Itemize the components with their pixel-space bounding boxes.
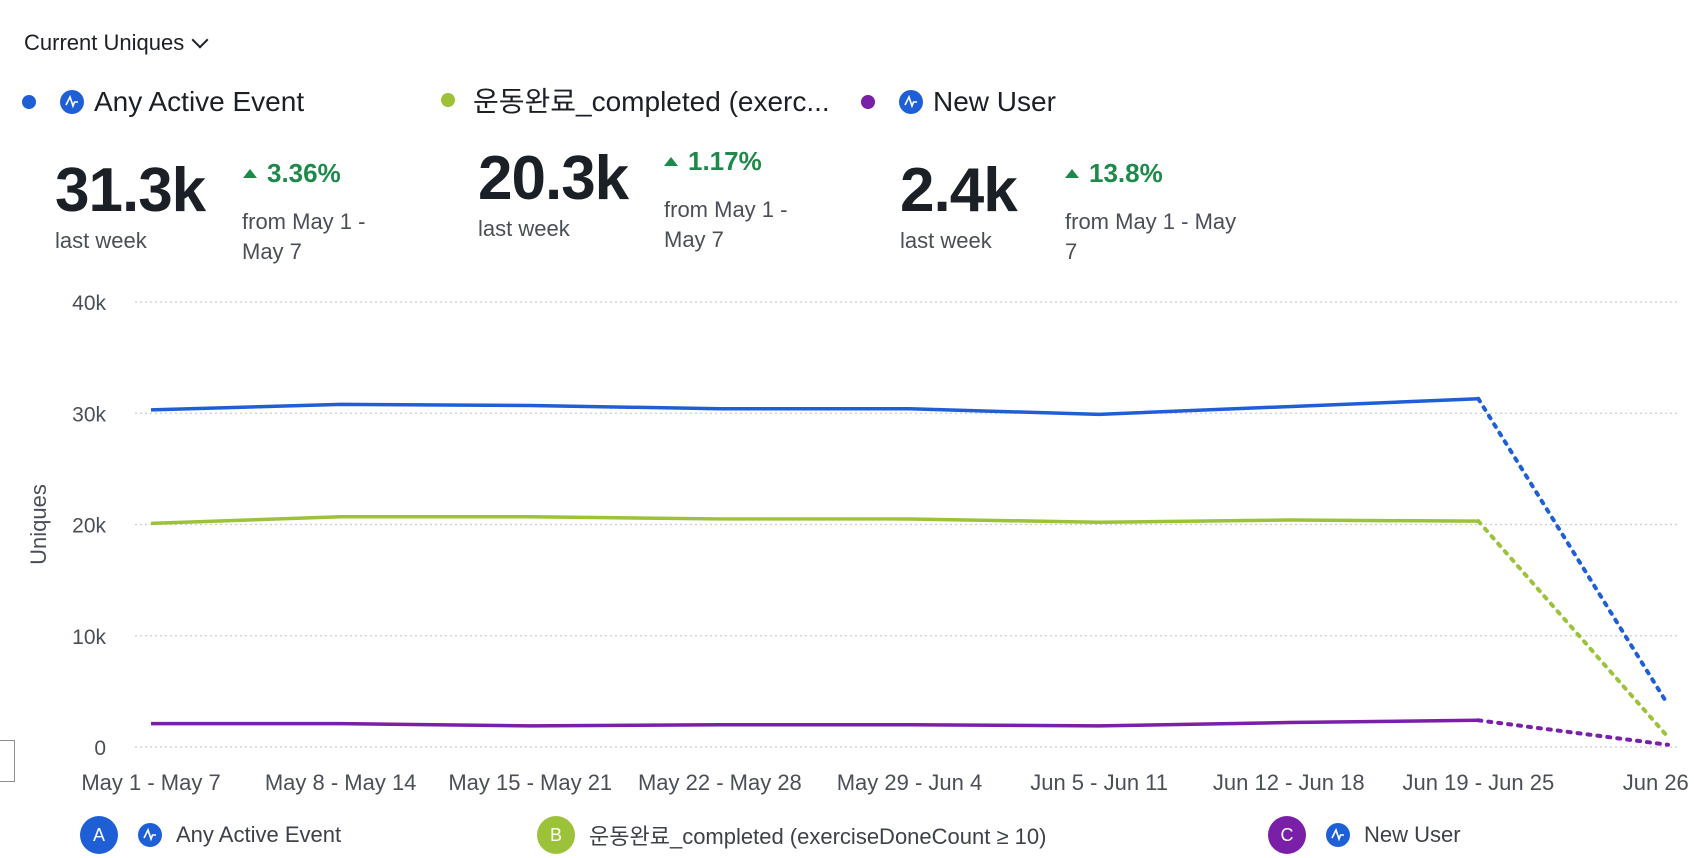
- legend-bottom-label: Any Active Event: [176, 822, 342, 847]
- delta-value: 1.17%: [688, 146, 762, 176]
- stat-delta-b: 1.17%: [664, 146, 762, 177]
- up-arrow-icon: [664, 157, 678, 166]
- series-line-incomplete: [1476, 519, 1670, 739]
- stat-value: 31.3k: [55, 156, 206, 225]
- stat-period: last week: [478, 216, 570, 241]
- series-line-incomplete: [1476, 396, 1670, 707]
- from-line-2: May 7: [664, 227, 724, 252]
- x-tick-label: Jun 12 - Jun 18: [1213, 770, 1365, 795]
- legend-top-series-c[interactable]: New User: [861, 86, 1056, 118]
- x-tick-label: Jun 26 ...: [1623, 770, 1694, 795]
- series-letter-badge: C: [1268, 816, 1306, 854]
- series-dot: [22, 95, 36, 109]
- y-tick-label: 10k: [72, 626, 106, 649]
- amplitude-icon: [1326, 823, 1350, 847]
- legend-bottom-series-c[interactable]: C New User: [1268, 816, 1461, 854]
- x-tick-label: May 29 - Jun 4: [837, 770, 983, 795]
- x-tick-label: May 8 - May 14: [265, 770, 417, 795]
- legend-bottom-series-b[interactable]: B 운동완료_completed (exerciseDoneCount ≥ 10…: [537, 816, 1046, 854]
- x-tick-label: Jun 19 - Jun 25: [1403, 770, 1555, 795]
- up-arrow-icon: [243, 169, 257, 178]
- metric-dropdown[interactable]: Current Uniques: [24, 30, 209, 56]
- y-tick-label: 30k: [72, 403, 106, 426]
- stat-delta-c: 13.8%: [1065, 158, 1163, 189]
- stat-value: 20.3k: [478, 144, 629, 213]
- up-arrow-icon: [1065, 169, 1079, 178]
- legend-top-series-a[interactable]: Any Active Event: [22, 86, 304, 118]
- stat-series-a: 31.3k last week: [55, 156, 206, 254]
- from-line-2: 7: [1065, 239, 1078, 264]
- stat-from-c: from May 1 - May 7: [1065, 207, 1236, 267]
- series-line: [150, 397, 1479, 417]
- x-tick-label: Jun 5 - Jun 11: [1030, 770, 1168, 795]
- stat-period: last week: [900, 228, 992, 253]
- stat-period: last week: [55, 228, 147, 253]
- panel-edge: [0, 740, 15, 782]
- series-letter-badge: B: [537, 816, 575, 854]
- series-line: [151, 718, 1479, 728]
- from-line-1: from May 1 -: [242, 209, 366, 234]
- delta-value: 13.8%: [1089, 158, 1163, 188]
- stat-delta-a: 3.36%: [243, 158, 341, 189]
- x-tick-label: May 22 - May 28: [638, 770, 802, 795]
- amplitude-icon: [899, 90, 923, 114]
- x-tick-label: May 15 - May 21: [448, 770, 612, 795]
- stat-from-a: from May 1 - May 7: [242, 207, 365, 267]
- x-tick-label: May 1 - May 7: [81, 770, 220, 795]
- delta-value: 3.36%: [267, 158, 341, 188]
- series-dot: [441, 93, 455, 107]
- legend-top-series-b[interactable]: 운동완료_completed (exerc...: [441, 80, 830, 120]
- amplitude-icon: [60, 90, 84, 114]
- series-dot: [861, 95, 875, 109]
- stat-series-c: 2.4k last week: [900, 156, 1018, 254]
- y-tick-label: 20k: [72, 515, 106, 538]
- stat-value: 2.4k: [900, 156, 1018, 225]
- series-line-incomplete: [1476, 718, 1670, 747]
- legend-bottom-series-a[interactable]: A Any Active Event: [80, 816, 341, 854]
- y-tick-label: 40k: [72, 292, 106, 315]
- series-line: [150, 514, 1479, 526]
- legend-top-label: New User: [933, 86, 1056, 117]
- series-letter-badge: A: [80, 816, 118, 854]
- legend-bottom-label: 운동완료_completed (exerciseDoneCount ≥ 10): [589, 824, 1047, 849]
- stat-from-b: from May 1 - May 7: [664, 195, 787, 255]
- stat-series-b: 20.3k last week: [478, 144, 629, 242]
- metric-dropdown-label: Current Uniques: [24, 30, 185, 55]
- chevron-down-icon: [191, 31, 209, 49]
- y-axis-label: Uniques: [26, 484, 51, 565]
- amplitude-icon: [138, 823, 162, 847]
- legend-bottom-label: New User: [1364, 822, 1461, 847]
- from-line-1: from May 1 - May: [1065, 209, 1237, 234]
- from-line-1: from May 1 -: [664, 197, 788, 222]
- y-tick-label: 0: [94, 737, 106, 760]
- from-line-2: May 7: [242, 239, 302, 264]
- legend-top-label: 운동완료_completed (exerc...: [473, 86, 830, 117]
- legend-top-label: Any Active Event: [94, 86, 305, 117]
